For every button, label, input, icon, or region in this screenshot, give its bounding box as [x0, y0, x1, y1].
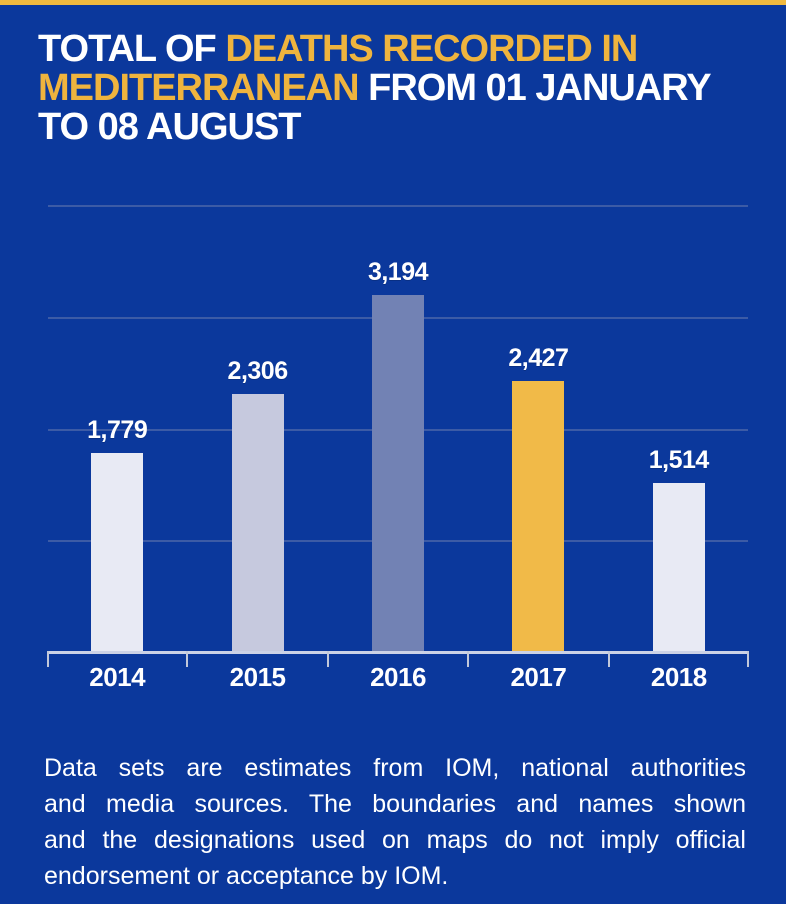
x-axis-tick	[747, 651, 749, 667]
x-axis-line	[47, 651, 749, 667]
footer-line: Data sets are estimates from IOM, nation…	[44, 754, 746, 782]
footer-line: and media sources. The boundaries and na…	[44, 790, 746, 818]
footer-line: endorsement or acceptance by IOM.	[44, 862, 449, 890]
x-axis-label-2018: 2018	[650, 662, 707, 692]
page-title-segment: TO 08 AUGUST	[38, 106, 301, 148]
bar-2014	[91, 453, 144, 652]
page-title-segment: TOTAL OF	[38, 28, 226, 70]
accent-strip	[0, 0, 786, 5]
x-axis-tick	[186, 651, 189, 667]
footer-note: Data sets are estimates from IOM, nation…	[44, 750, 746, 894]
x-axis-label-2016: 2016	[370, 662, 426, 692]
bar-value-label-2015: 2,306	[227, 357, 289, 386]
page-title-line: TOTAL OF DEATHS RECORDED IN	[38, 30, 711, 69]
bar-value-label-2016: 3,194	[367, 258, 429, 287]
x-axis-label-2017: 2017	[510, 662, 567, 692]
plot-area: 1,779 2,306 3,194 2,427 1,514	[47, 205, 749, 652]
bar-column-2017: 2,427	[468, 205, 608, 652]
bar-value-label-2017: 2,427	[508, 343, 569, 372]
bar-2016	[371, 295, 424, 652]
bar-column-2018: 1,514	[609, 205, 749, 652]
bar-column-2014: 1,779	[47, 205, 187, 652]
bar-value-label-2014: 1,779	[87, 416, 148, 445]
page-title-segment: FROM 01 JANUARY	[358, 67, 712, 109]
page-title-segment: DEATHS RECORDED IN	[225, 28, 638, 70]
bar-2018	[652, 482, 705, 652]
page-title-line: MEDITERRANEAN FROM 01 JANUARY	[38, 67, 712, 109]
page-title-line: TO 08 AUGUST	[38, 108, 711, 147]
x-axis-tick	[326, 651, 329, 667]
page-title-segment: MEDITERRANEAN	[38, 67, 360, 109]
x-axis-tick	[47, 651, 49, 667]
page-title: TOTAL OF DEATHS RECORDED IN MEDITERRANEAN…	[38, 30, 712, 147]
bar-column-2015: 2,306	[187, 205, 327, 652]
x-axis-labels: 2014 2015 2016 2017 2018	[47, 662, 749, 694]
x-axis-label-2015: 2015	[229, 662, 286, 692]
x-axis-tick	[607, 651, 610, 667]
footer-line: and the designations used on maps do not…	[44, 826, 746, 854]
bar-2017	[512, 380, 565, 652]
x-axis-label-2014: 2014	[89, 662, 146, 692]
x-axis-tick	[467, 651, 470, 667]
gridline-4000	[48, 205, 748, 207]
bar-column-2016: 3,194	[328, 205, 468, 652]
bar-value-label-2018: 1,514	[648, 445, 710, 474]
bar-2015	[231, 394, 284, 652]
